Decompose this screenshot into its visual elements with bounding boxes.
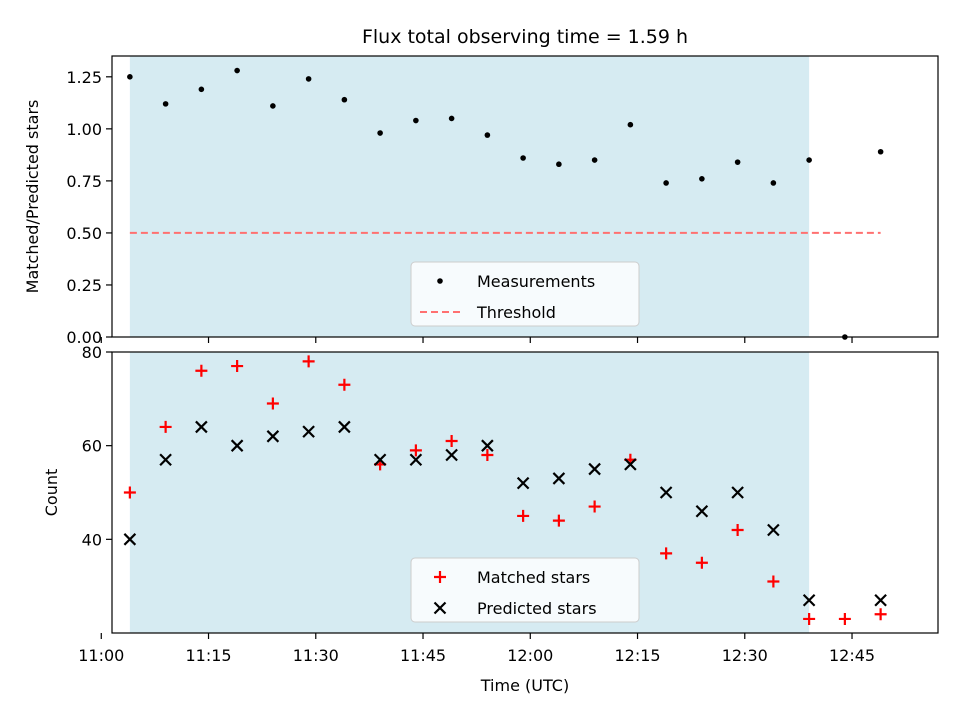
measurements-point [556, 161, 562, 168]
measurements-point [627, 121, 634, 128]
x-tick-label: 12:45 [829, 646, 875, 665]
predicted-stars-point [695, 504, 709, 518]
predicted-stars-point [338, 420, 351, 434]
matched-stars-point [803, 612, 816, 625]
legend-entry-label: Matched stars [477, 568, 590, 587]
x-tick-label: 11:30 [293, 646, 339, 665]
y-tick-label: 1.00 [66, 120, 102, 139]
matched-stars-point [195, 364, 208, 377]
y-tick-label: 0.00 [66, 328, 102, 347]
measurements-point [162, 101, 169, 107]
legend-marker-swatch [433, 601, 447, 615]
matched-stars-point [445, 434, 458, 447]
matched-stars-point [302, 355, 315, 368]
measurements-point [877, 148, 884, 155]
count-panel: 40 60 80 11:00 11:15 11:30 11:45 12:00 12:15 12:3… [42, 343, 939, 665]
legend-marker-swatch [437, 278, 443, 284]
measurements-point [770, 180, 777, 186]
x-tick-label: 12:15 [614, 646, 660, 665]
matched-stars-point [231, 360, 244, 373]
matched-stars-point [660, 547, 673, 560]
legend-marker-swatch [434, 571, 446, 583]
legend-box [410, 557, 640, 623]
predicted-stars-point [123, 533, 137, 546]
y-tick-label: 1.25 [66, 68, 102, 87]
matched-stars-point [767, 575, 780, 588]
y-axis-label: Count [42, 469, 61, 517]
matched-stars-point [517, 509, 530, 522]
y-axis-label: Matched/Predicted stars [23, 100, 42, 294]
matched-stars-point [588, 500, 601, 513]
measurements-point [234, 67, 240, 74]
x-tick-label: 11:00 [78, 646, 124, 665]
x-tick-label: 11:45 [400, 646, 446, 665]
measurements-point [341, 96, 348, 103]
measurements-point [377, 130, 383, 136]
measurements-point [448, 115, 455, 122]
matched-stars-point [731, 523, 744, 536]
measurements-point [734, 159, 741, 165]
measurements-point [806, 157, 812, 163]
predicted-stars-point [731, 486, 744, 499]
y-tick-label: 80 [82, 343, 102, 362]
ratio-panel: 0.00 0.25 0.50 0.75 1.00 1.25 Matched/Predicte… [23, 55, 939, 347]
predicted-stars-point [516, 476, 530, 490]
predicted-stars-point [302, 425, 315, 438]
predicted-stars-point [230, 439, 244, 452]
x-tick-label: 11:15 [185, 646, 231, 665]
matched-stars-point [695, 556, 708, 569]
predicted-stars-point [552, 472, 566, 485]
predicted-stars-point [624, 458, 637, 471]
x-axis-label: Time (UTC) [480, 676, 569, 695]
measurements-point [305, 76, 312, 82]
x-tick-label: 12:00 [507, 646, 553, 665]
y-tick-label: 60 [82, 437, 102, 456]
chart-title: Flux total observing time = 1.59 h [362, 26, 688, 48]
predicted-stars-point [409, 453, 423, 466]
measurements-point [484, 132, 491, 138]
plot-frame [111, 55, 939, 338]
matched-stars-point [266, 397, 279, 410]
legend-entry-label: Measurements [477, 272, 595, 291]
legend-entry-label: Threshold [476, 303, 556, 322]
matched-stars-point [838, 612, 851, 625]
predicted-stars-point [767, 523, 780, 537]
y-tick-label: 0.75 [66, 172, 102, 191]
legend: Matched stars Predicted stars [410, 557, 640, 623]
measurements-point [413, 117, 419, 124]
predicted-stars-point [588, 462, 601, 476]
measurements-point [591, 157, 598, 163]
legend: Measurements Threshold [410, 261, 640, 327]
matched-stars-point [159, 420, 172, 433]
matched-stars-point [874, 608, 887, 621]
predicted-stars-point [481, 439, 494, 452]
matched-stars-point [552, 514, 565, 527]
predicted-stars-point [802, 593, 816, 607]
y-tick-label: 40 [82, 530, 102, 549]
matched-stars-point [481, 449, 494, 462]
matched-stars-point [409, 444, 422, 457]
measurements-point [663, 180, 669, 186]
predicted-stars-point [373, 453, 387, 466]
plot-frame [111, 351, 939, 634]
x-tick-label: 12:30 [722, 646, 768, 665]
predicted-stars-point [195, 420, 208, 434]
measurements-point [127, 74, 133, 80]
predicted-stars-point [874, 593, 887, 607]
y-tick-label: 0.50 [66, 224, 102, 243]
measurements-point [270, 103, 276, 109]
legend-entry-label: Predicted stars [477, 599, 597, 618]
predicted-stars-point [445, 448, 458, 462]
matched-stars-point [338, 378, 351, 391]
matched-stars-point [123, 486, 136, 499]
predicted-stars-point [266, 430, 280, 443]
legend-box [410, 261, 640, 327]
measurements-point [198, 86, 205, 93]
predicted-stars-point [659, 486, 673, 499]
measurements-point [699, 176, 705, 182]
predicted-stars-point [159, 453, 172, 466]
y-tick-label: 0.25 [66, 276, 102, 295]
measurements-point [520, 155, 526, 161]
